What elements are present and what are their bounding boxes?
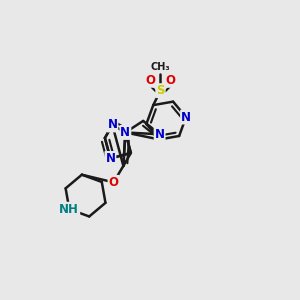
Text: N: N xyxy=(154,128,165,141)
Text: O: O xyxy=(145,74,155,87)
Text: N: N xyxy=(120,126,130,139)
Text: CH₃: CH₃ xyxy=(151,62,170,72)
Text: O: O xyxy=(109,176,118,189)
Text: O: O xyxy=(166,74,176,87)
Text: S: S xyxy=(156,84,165,97)
Text: N: N xyxy=(107,118,117,131)
Text: NH: NH xyxy=(59,203,79,216)
Text: N: N xyxy=(105,152,116,165)
Text: N: N xyxy=(181,111,191,124)
